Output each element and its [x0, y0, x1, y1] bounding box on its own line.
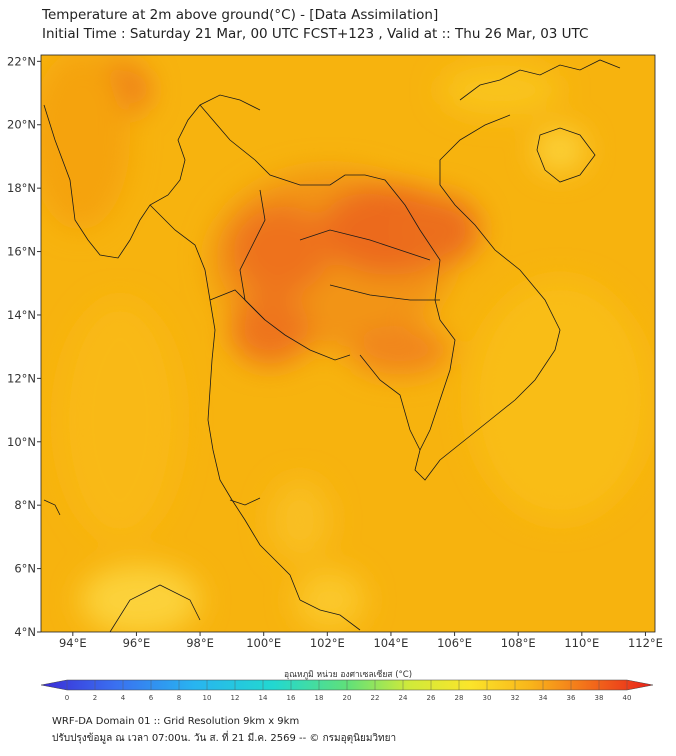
lat-tick-label: 8°N — [14, 498, 36, 512]
colorbar-tick-label: 28 — [455, 694, 464, 702]
colorbar-tick-label: 38 — [595, 694, 604, 702]
plot-frame — [40, 54, 656, 633]
colorbar-tick-label: 30 — [483, 694, 492, 702]
lon-tick-label: 108°E — [501, 636, 536, 650]
lat-tick-label: 22°N — [7, 54, 36, 68]
lat-tick-label: 16°N — [7, 245, 36, 259]
colorbar-tick-label: 26 — [427, 694, 436, 702]
lat-tick-label: 12°N — [7, 371, 36, 385]
lat-tick-label: 10°N — [7, 435, 36, 449]
colorbar-tick-label: 10 — [203, 694, 212, 702]
lon-tick-label: 96°E — [123, 636, 151, 650]
colorbar-tick-label: 18 — [315, 694, 324, 702]
temperature-field — [41, 55, 655, 632]
colorbar-ticks: 0 2 4 6 8 10 12 14 16 18 20 22 24 26 28 30 32 34 36 38 40 — [65, 680, 632, 702]
lat-tick-label: 6°N — [14, 562, 36, 576]
colorbar-tick-label: 8 — [177, 694, 181, 702]
colorbar-tick-label: 16 — [287, 694, 296, 702]
lon-tick-label: 112°E — [628, 636, 663, 650]
lon-tick-label: 110°E — [564, 636, 599, 650]
lon-tick-label: 102°E — [310, 636, 345, 650]
colorbar-tick-label: 4 — [121, 694, 126, 702]
lat-tick-label: 18°N — [7, 181, 36, 195]
colorbar-tick-label: 0 — [65, 694, 69, 702]
lon-tick-label: 106°E — [437, 636, 472, 650]
lon-tick-label: 104°E — [373, 636, 408, 650]
lon-tick-label: 98°E — [186, 636, 214, 650]
colorbar-title: อุณหภูมิ หน่วย องศาเซลเซียส (°C) — [284, 669, 412, 680]
colorbar-tick-label: 34 — [539, 694, 548, 702]
borders — [43, 59, 621, 632]
colorbar-tick-label: 32 — [511, 694, 520, 702]
footer-model-info: WRF-DA Domain 01 :: Grid Resolution 9km … — [52, 716, 300, 727]
colorbar-tick-label: 12 — [231, 694, 240, 702]
colorbar-tick-label: 40 — [623, 694, 632, 702]
latitude-axis: 22°N 20°N 18°N 16°N 14°N 12°N 10°N 8°N 6°N 4°N — [7, 54, 41, 639]
colorbar-tick-label: 6 — [149, 694, 154, 702]
map-subtitle: Initial Time : Saturday 21 Mar, 00 UTC F… — [42, 26, 589, 42]
map-title: Temperature at 2m above ground(°C) - [Da… — [42, 7, 439, 23]
lat-tick-label: 14°N — [7, 308, 36, 322]
colorbar-tick-label: 14 — [259, 694, 268, 702]
lon-tick-label: 100°E — [246, 636, 281, 650]
colorbar-tick-label: 2 — [93, 694, 97, 702]
lon-tick-label: 94°E — [59, 636, 87, 650]
colorbar-tick-label: 24 — [399, 694, 408, 702]
footer-update-info: ปรับปรุงข้อมูล ณ เวลา 07:00น. วัน ส. ที่… — [52, 733, 397, 744]
colorbar-tick-label: 20 — [343, 694, 352, 702]
colorbar-tick-label: 22 — [371, 694, 380, 702]
colorbar-tick-label: 36 — [567, 694, 576, 702]
longitude-axis: 94°E 96°E 98°E 100°E 102°E 104°E 106°E 108°E 110… — [59, 632, 663, 650]
lat-tick-label: 4°N — [14, 625, 36, 639]
lat-tick-label: 20°N — [7, 118, 36, 132]
